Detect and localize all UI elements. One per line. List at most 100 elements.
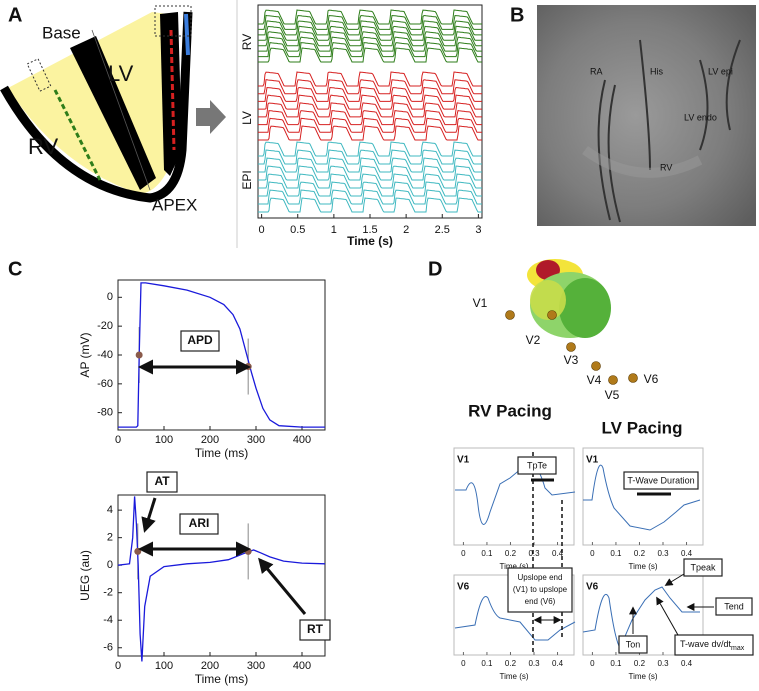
lead-label: V1: [457, 455, 470, 466]
x-tick-label: 0.1: [610, 659, 622, 668]
x-tick-label: 0.1: [481, 549, 493, 558]
frame: [453, 447, 575, 546]
x-tick-label: 0: [461, 549, 466, 558]
label: APEX: [152, 195, 197, 214]
trace: [258, 71, 482, 87]
x-axis-label: Time (ms): [195, 672, 249, 686]
y-tick-label: 2: [107, 532, 113, 544]
electrode-label: V2: [526, 333, 541, 347]
y-tick-label: -6: [103, 642, 113, 654]
y-tick-label: -4: [103, 614, 113, 626]
trace: [258, 141, 482, 157]
electrode-label: V5: [605, 388, 620, 402]
x-tick-label: 300: [247, 660, 265, 672]
y-tick-label: -20: [97, 320, 113, 332]
trace: [258, 31, 482, 47]
x-tick-label: 0: [115, 434, 121, 446]
trace: [258, 189, 482, 205]
electrode-label: V3: [564, 353, 579, 367]
panel-letter: C: [8, 258, 22, 280]
trace: [258, 47, 482, 63]
lead-label: V6: [457, 582, 470, 593]
annotation: T-Wave Duration: [627, 475, 694, 485]
x-tick-label: 0.5: [290, 224, 305, 236]
annotation: AT: [154, 474, 170, 488]
at-arrow: [141, 497, 157, 533]
image-label: His: [650, 66, 663, 76]
panel-letter: D: [428, 258, 442, 280]
x-tick-label: 0.4: [681, 659, 693, 668]
line: [118, 282, 325, 428]
x-tick-label: 3: [475, 224, 481, 236]
x-tick-label: 2: [403, 224, 409, 236]
y-tick-label: -80: [97, 407, 113, 419]
annotation: Upslope end: [518, 573, 563, 582]
trace: [258, 197, 482, 213]
x-tick-label: 0: [461, 659, 466, 668]
trace: [258, 14, 482, 30]
pointer: [656, 596, 679, 636]
image-label: RA: [590, 66, 603, 76]
y-axis-label: RV: [240, 34, 254, 50]
annotation-box: [517, 456, 557, 475]
x-tick-label: 200: [201, 434, 219, 446]
annotation-box: [623, 471, 699, 490]
frame: [117, 279, 326, 431]
annotation: TpTe: [527, 460, 547, 470]
line: [117, 496, 326, 662]
label: Base: [42, 23, 81, 42]
electrode-label: V4: [587, 373, 602, 387]
image-label: RV: [660, 162, 672, 172]
x-tick-label: 1.5: [362, 224, 377, 236]
label: LV: [108, 61, 134, 86]
x-tick-label: 100: [155, 660, 173, 672]
x-tick-label: 400: [293, 434, 311, 446]
annotation-box: [179, 513, 219, 535]
trace: [258, 149, 482, 165]
x-tick-label: 100: [155, 434, 173, 446]
y-tick-label: -60: [97, 378, 113, 390]
x-tick-label: 0.4: [552, 659, 564, 668]
x-axis-label: Time (s): [628, 672, 657, 681]
annotation: Tend: [724, 601, 744, 611]
annotation-box: [683, 558, 723, 577]
electrode: [547, 310, 557, 320]
x-tick-label: 0: [115, 660, 121, 672]
annotation-box: [674, 634, 754, 656]
torso-heart-model: [527, 259, 611, 338]
trace: [258, 42, 482, 58]
electrode: [591, 361, 601, 371]
marker-dot: [134, 547, 142, 555]
x-axis-label: Time (s): [499, 672, 528, 681]
x-tick-label: 0.4: [552, 549, 564, 558]
trace: [258, 9, 482, 25]
marker-dot: [135, 351, 143, 359]
trace: [258, 94, 482, 110]
trace-plot: 0 0.5 1 1.5 2 2.5 3 Time (s) RV LV EPI: [240, 4, 483, 248]
x-tick-label: 0: [590, 549, 595, 558]
x-tick-label: 400: [293, 660, 311, 672]
annotation-box: [715, 597, 753, 616]
x-tick-label: 0.3: [528, 659, 540, 668]
panel-letter: A: [8, 4, 22, 26]
ap-chart: 0 100 200 300 400 0 -20 -40 -60 -80 Time (ms) AP (m…: [78, 279, 326, 460]
y-tick-label: -40: [97, 349, 113, 361]
trace: [258, 25, 482, 41]
annotation-box: [618, 635, 648, 654]
annotation: (V1) to upslope: [513, 585, 568, 594]
x-tick-label: 0.2: [505, 549, 517, 558]
x-tick-label: 300: [247, 434, 265, 446]
x-tick-label: 2.5: [435, 224, 450, 236]
image-label: LV endo: [684, 112, 717, 122]
annotation: T-wave dv/dtmax: [680, 639, 745, 651]
x-tick-label: 0: [590, 659, 595, 668]
annotation: APD: [187, 333, 213, 347]
x-tick-label: 0.3: [657, 549, 669, 558]
trace: [258, 20, 482, 36]
x-tick-label: 0: [259, 224, 265, 236]
annotation-subscript: max: [731, 645, 745, 652]
annotation: RT: [307, 622, 324, 636]
annotation: Ton: [626, 639, 641, 649]
x-tick-label: 0.4: [681, 549, 693, 558]
